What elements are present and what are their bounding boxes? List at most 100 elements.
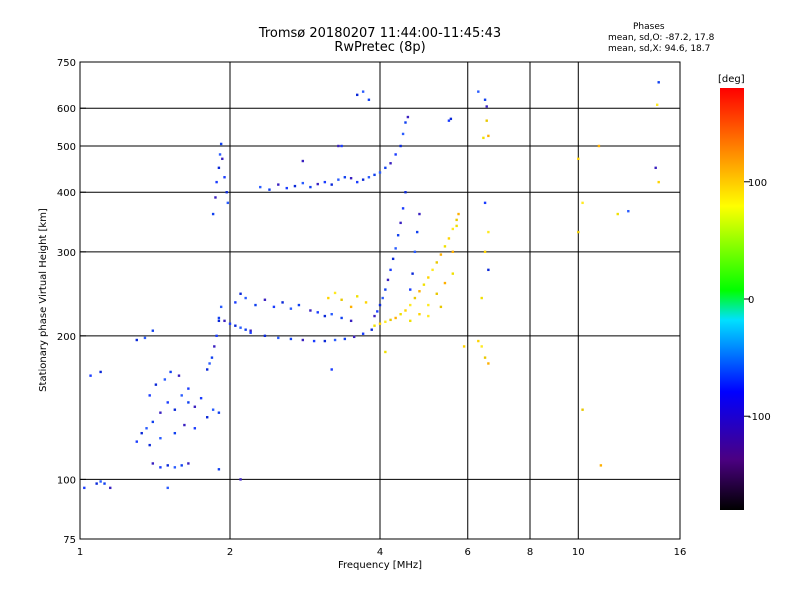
data-point-o [370, 328, 373, 331]
data-point-o [217, 316, 221, 320]
data-point-o [355, 93, 359, 97]
data-point-o [223, 176, 226, 179]
data-point-o [211, 408, 215, 411]
data-point-o [103, 482, 106, 485]
data-point-o [386, 278, 390, 282]
data-point-o [135, 440, 138, 443]
data-point-o [373, 314, 376, 318]
data-point-o [361, 332, 365, 335]
data-point-o [401, 132, 405, 136]
data-point-o [352, 335, 356, 339]
data-point-x [418, 290, 421, 293]
data-point-x [418, 312, 421, 316]
data-point-o [151, 420, 155, 424]
colorbar [720, 88, 744, 510]
data-point-x [487, 230, 490, 234]
x-tick-label: 8 [527, 547, 533, 558]
data-point-o [391, 257, 395, 261]
data-point-o [99, 370, 102, 374]
data-point-o [214, 196, 217, 199]
data-point-x [477, 339, 480, 343]
data-point-x [327, 296, 330, 300]
data-point-o [193, 405, 197, 408]
data-point-o [289, 307, 293, 310]
data-point-o [415, 230, 419, 234]
data-point-o [487, 268, 490, 272]
data-point-x [364, 301, 368, 304]
data-point-x [577, 157, 580, 161]
data-point-x [451, 250, 455, 254]
data-point-o [135, 338, 138, 342]
data-point-o [627, 209, 630, 213]
data-points [83, 81, 660, 490]
data-point-o [145, 427, 148, 430]
data-point-o [309, 309, 312, 312]
data-point-o [316, 311, 319, 314]
data-point-o [401, 207, 405, 210]
colorbar-label: [deg] [718, 74, 745, 85]
data-point-x [655, 103, 659, 107]
data-point-x [439, 253, 443, 256]
data-point-x [399, 312, 402, 316]
data-point-o [289, 337, 293, 341]
data-point-o [483, 201, 487, 205]
data-point-o [151, 329, 155, 332]
data-point-o [384, 288, 387, 291]
x-tick-label: 2 [227, 547, 233, 558]
data-point-o [199, 396, 203, 400]
data-point-o [337, 178, 340, 181]
data-point-x [455, 218, 458, 222]
data-point-x [483, 356, 487, 359]
data-point-o [187, 401, 190, 404]
data-point-o [281, 301, 284, 304]
data-point-o [367, 98, 371, 101]
data-point-o [180, 394, 183, 397]
data-point-x [439, 305, 443, 309]
data-point-o [169, 370, 172, 374]
data-point-o [151, 462, 155, 465]
data-point-o [404, 121, 407, 124]
y-tick-label: 750 [57, 58, 76, 69]
data-point-x [599, 464, 603, 467]
data-point-o [330, 368, 333, 371]
colorbar-tick-label: 100 [748, 178, 767, 189]
data-point-o [263, 298, 267, 301]
data-point-o [173, 408, 177, 411]
data-point-o [263, 334, 267, 338]
data-point-o [219, 142, 223, 146]
data-point-o [312, 339, 316, 343]
data-point-o [244, 328, 247, 331]
data-point-o [378, 171, 382, 174]
data-point-x [349, 305, 353, 309]
data-point-o [177, 374, 181, 377]
phases-x-stats: mean, sd,X: 94.6, 18.7 [608, 44, 711, 54]
data-point-x [340, 298, 343, 301]
data-point-x [597, 144, 601, 148]
data-point-o [361, 178, 365, 181]
data-point-x [451, 272, 455, 275]
data-point-o [217, 166, 221, 170]
x-tick-label: 16 [674, 547, 687, 558]
data-point-o [418, 212, 421, 216]
data-point-o [333, 338, 337, 342]
data-point-o [154, 383, 158, 386]
phases-o-stats: mean, sd,O: -87.2, 17.8 [608, 33, 715, 43]
x-tick-label: 6 [465, 547, 471, 558]
data-point-o [343, 176, 347, 179]
data-point-o [166, 464, 169, 467]
data-point-o [89, 374, 92, 377]
data-point-o [205, 416, 209, 419]
data-point-o [404, 191, 407, 194]
data-point-o [409, 288, 412, 291]
data-point-x [447, 237, 451, 240]
data-point-o [217, 468, 221, 471]
data-point-x [443, 281, 447, 285]
data-point-o [143, 336, 147, 340]
data-point-x [355, 295, 359, 298]
data-point-o [394, 247, 397, 250]
data-point-o [217, 319, 221, 323]
data-point-o [173, 466, 177, 469]
data-point-x [482, 136, 485, 140]
data-point-o [259, 185, 262, 189]
